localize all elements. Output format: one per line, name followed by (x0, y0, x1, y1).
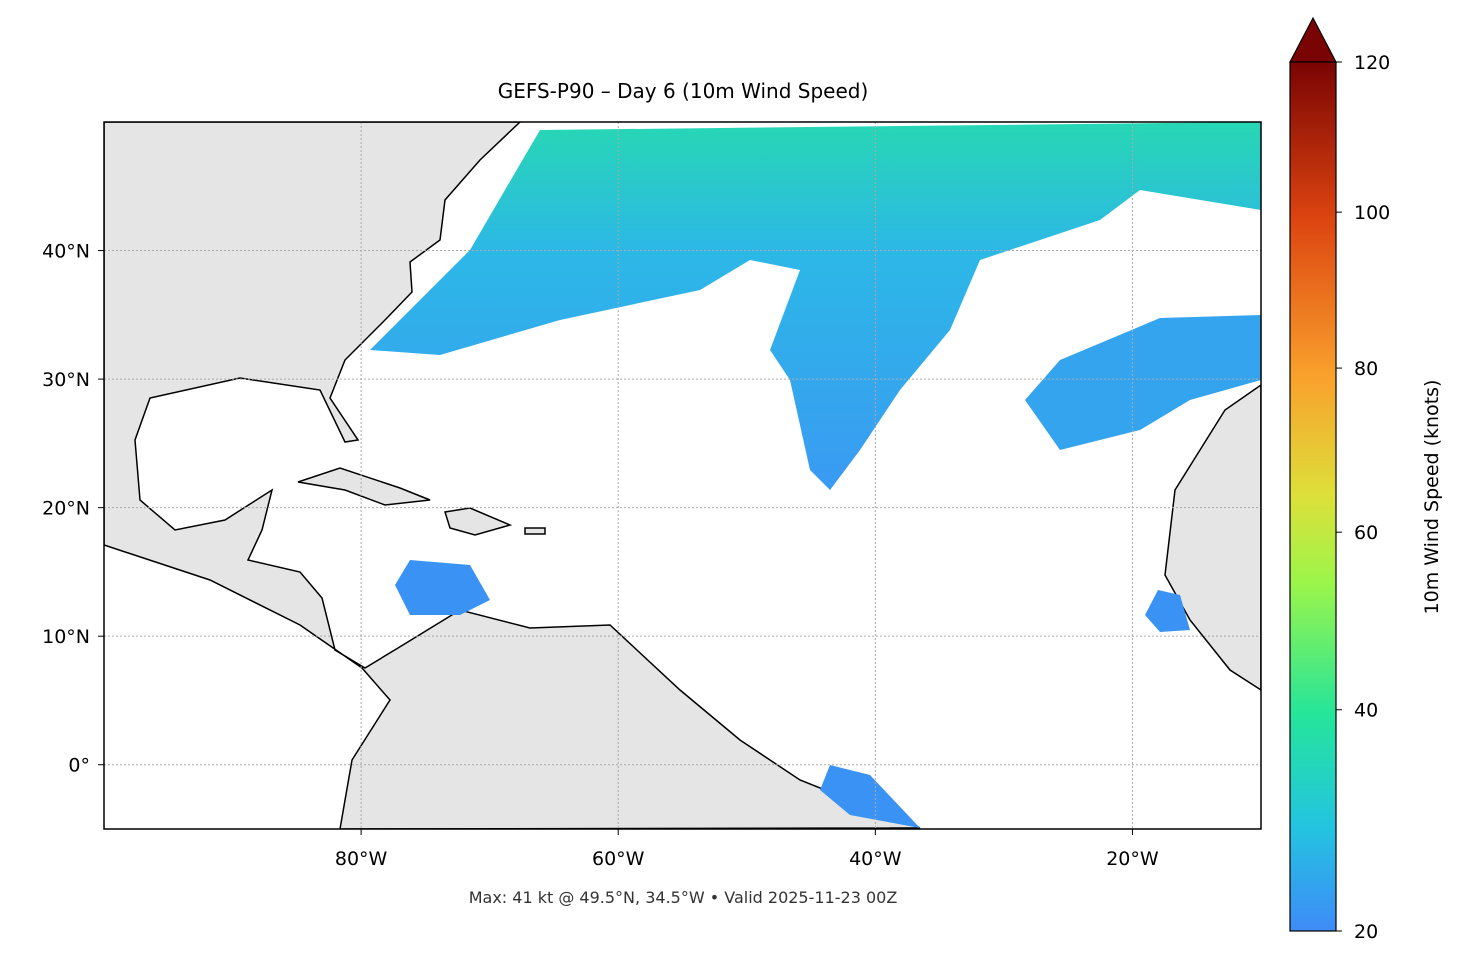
y-tick-label: 40°N (42, 241, 90, 263)
colorbar: 20 40 60 80 100 120 (1289, 16, 1390, 943)
x-tick-label: 60°W (592, 848, 645, 870)
map (104, 122, 1261, 829)
x-tick-label: 80°W (335, 848, 388, 870)
colorbar-label: 10m Wind Speed (knots) (1421, 380, 1443, 615)
wind-field (370, 122, 1261, 828)
colorbar-scale (1289, 61, 1337, 932)
colorbar-tick-label: 120 (1354, 52, 1390, 74)
footer: Max: 41 kt @ 49.5°N, 34.5°W • Valid 2025… (469, 888, 898, 907)
colorbar-tick-label: 80 (1354, 358, 1378, 380)
y-tick-label: 30°N (42, 369, 90, 391)
title: GEFS-P90 – Day 6 (10m Wind Speed) (498, 79, 869, 103)
colorbar-tick-label: 100 (1354, 202, 1390, 224)
y-tick-label: 10°N (42, 626, 90, 648)
y-tick-label: 0° (68, 755, 90, 777)
y-tick-label: 20°N (42, 498, 90, 520)
x-tick-label: 20°W (1106, 848, 1159, 870)
map-frame (103, 121, 1262, 830)
colorbar-tick-label: 20 (1354, 921, 1378, 943)
colorbar-extend (1289, 16, 1337, 63)
colorbar-tick-label: 40 (1354, 700, 1378, 722)
colorbar-tick-label: 60 (1354, 522, 1378, 544)
x-tick-label: 40°W (849, 848, 902, 870)
